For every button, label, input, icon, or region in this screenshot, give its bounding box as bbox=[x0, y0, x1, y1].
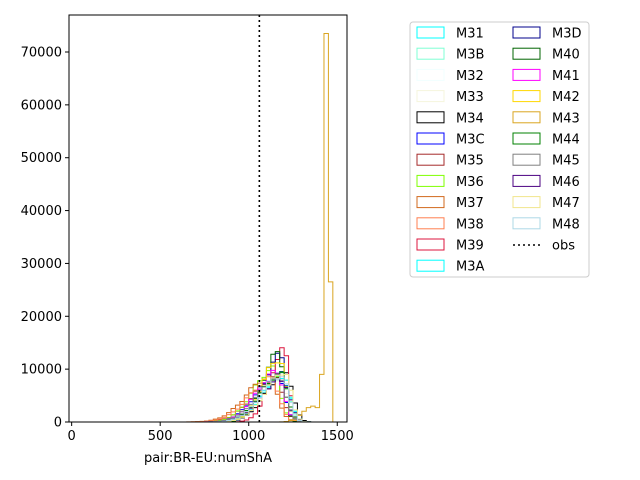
y-tick-label: 30000 bbox=[21, 257, 62, 272]
legend-label-m38: M38 bbox=[456, 217, 484, 232]
legend-swatch-m43 bbox=[512, 111, 541, 124]
legend-swatch-m38 bbox=[416, 217, 445, 230]
legend-label-m44: M44 bbox=[552, 133, 580, 148]
legend-label-m31: M31 bbox=[456, 27, 484, 42]
y-tick-label: 0 bbox=[54, 416, 62, 431]
legend-label-m46: M46 bbox=[552, 175, 580, 190]
legend-label-m48: M48 bbox=[552, 217, 580, 232]
legend-swatch-m44 bbox=[512, 132, 541, 145]
legend-swatch-m36 bbox=[416, 174, 445, 187]
legend-swatch-m39 bbox=[416, 238, 445, 251]
legend-label-m3c: M3C bbox=[456, 133, 485, 148]
x-tick-label: 1000 bbox=[232, 429, 265, 444]
legend-label-m41: M41 bbox=[552, 69, 580, 84]
x-tick-label: 500 bbox=[148, 429, 173, 444]
y-tick-label: 60000 bbox=[21, 98, 62, 113]
legend-swatch-m3a bbox=[416, 259, 445, 272]
y-tick-label: 20000 bbox=[21, 310, 62, 325]
legend-label-m45: M45 bbox=[552, 154, 580, 169]
legend-swatch-m31 bbox=[416, 26, 445, 39]
legend-label-m32: M32 bbox=[456, 69, 484, 84]
legend-label-m3b: M3B bbox=[456, 48, 484, 63]
legend-label-m36: M36 bbox=[456, 175, 484, 190]
legend-swatch-m3c bbox=[416, 132, 445, 145]
legend-swatch-m37 bbox=[416, 196, 445, 209]
plot-frame bbox=[68, 14, 348, 423]
y-tick-label: 50000 bbox=[21, 151, 62, 166]
legend-label-m35: M35 bbox=[456, 154, 484, 169]
legend-swatch-m33 bbox=[416, 90, 445, 103]
legend-label-m39: M39 bbox=[456, 239, 484, 254]
legend-label-m37: M37 bbox=[456, 196, 484, 211]
legend-label-m34: M34 bbox=[456, 111, 484, 126]
legend-swatch-m48 bbox=[512, 217, 541, 230]
legend-swatch-m45 bbox=[512, 153, 541, 166]
x-tick-label: 0 bbox=[68, 429, 76, 444]
legend-swatch-m3b bbox=[416, 47, 445, 60]
legend-label-m42: M42 bbox=[552, 90, 580, 105]
legend-swatch-m40 bbox=[512, 47, 541, 60]
legend-label-obs: obs bbox=[552, 239, 575, 254]
legend-label-m3a: M3A bbox=[456, 260, 484, 275]
legend-label-m47: M47 bbox=[552, 196, 580, 211]
legend-label-m33: M33 bbox=[456, 90, 484, 105]
legend-frame bbox=[409, 21, 590, 278]
x-axis-ticks: 0 500 1000 1500 bbox=[68, 422, 354, 444]
legend-swatch-m46 bbox=[512, 174, 541, 187]
legend-swatch-m42 bbox=[512, 90, 541, 103]
x-tick-label: 1500 bbox=[321, 429, 354, 444]
x-axis-label: pair:BR-EU:numShA bbox=[144, 451, 272, 466]
legend-swatch-m47 bbox=[512, 196, 541, 209]
legend-swatch-m34 bbox=[416, 111, 445, 124]
y-tick-label: 70000 bbox=[21, 46, 62, 61]
y-axis-ticks: 0 10000 20000 30000 40000 50000 60000 70000 bbox=[21, 46, 69, 431]
y-tick-label: 10000 bbox=[21, 363, 62, 378]
legend-label-m43: M43 bbox=[552, 111, 580, 126]
legend-label-m40: M40 bbox=[552, 48, 580, 63]
y-tick-label: 40000 bbox=[21, 204, 62, 219]
legend-swatch-m41 bbox=[512, 68, 541, 81]
legend-swatch-m3d bbox=[512, 26, 541, 39]
legend-swatch-m35 bbox=[416, 153, 445, 166]
legend-swatch-m32 bbox=[416, 68, 445, 81]
legend-label-m3d: M3D bbox=[552, 27, 582, 42]
legend: M31 M3B M32 M33 M34 M3C M35 M36 M37 M38 M39 M3A M3D M… bbox=[409, 21, 590, 278]
